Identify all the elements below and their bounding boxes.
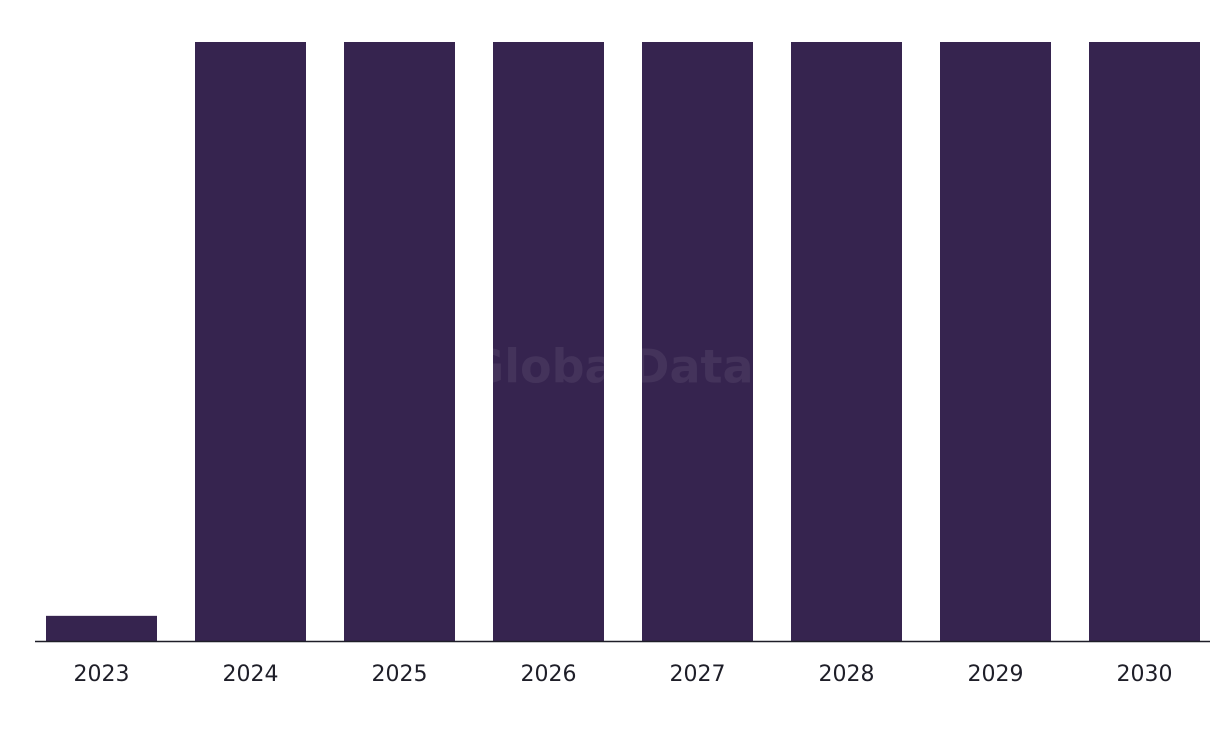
x-tick-label: 2024 <box>223 662 279 687</box>
x-tick-label: 2025 <box>372 662 428 687</box>
bar <box>195 42 306 641</box>
bar <box>344 42 455 641</box>
bar <box>642 42 753 641</box>
x-tick-label: 2023 <box>74 662 130 687</box>
x-tick-label: 2026 <box>521 662 577 687</box>
x-tick-label: 2030 <box>1117 662 1173 687</box>
x-tick-label: 2028 <box>819 662 875 687</box>
bar <box>493 42 604 641</box>
bar <box>46 615 157 641</box>
bar <box>940 42 1051 641</box>
x-tick-label: 2029 <box>968 662 1024 687</box>
bar <box>1089 42 1200 641</box>
x-tick-label: 2027 <box>670 662 726 687</box>
bar <box>791 42 902 641</box>
watermark: GlobalData <box>466 340 753 394</box>
